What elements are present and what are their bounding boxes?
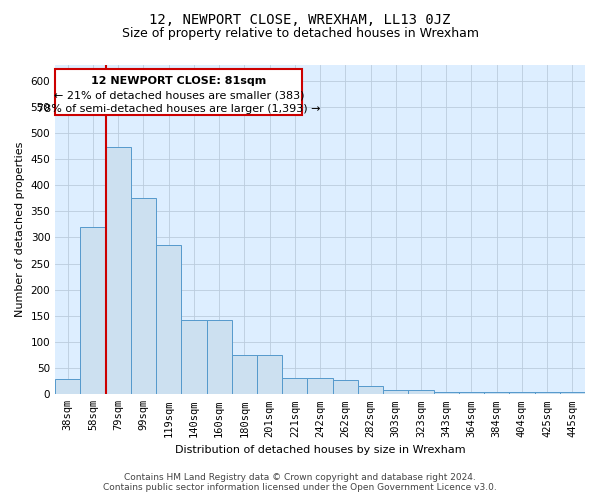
Bar (535, 392, 560, 394)
Bar (358, 386, 383, 394)
Bar (181, 320, 206, 394)
Bar (307, 378, 332, 394)
Bar (560, 392, 585, 394)
Text: 78% of semi-detached houses are larger (1,393) →: 78% of semi-detached houses are larger (… (37, 104, 320, 114)
Bar (55, 69, 302, 114)
Bar (131, 198, 156, 394)
Bar (55, 378, 80, 394)
Bar (484, 392, 509, 394)
Y-axis label: Number of detached properties: Number of detached properties (15, 142, 25, 318)
Bar (106, 147, 131, 394)
Bar (156, 246, 181, 394)
Text: 12, NEWPORT CLOSE, WREXHAM, LL13 0JZ: 12, NEWPORT CLOSE, WREXHAM, LL13 0JZ (149, 12, 451, 26)
Bar (332, 380, 358, 394)
Text: Size of property relative to detached houses in Wrexham: Size of property relative to detached ho… (121, 28, 479, 40)
Text: 12 NEWPORT CLOSE: 81sqm: 12 NEWPORT CLOSE: 81sqm (91, 76, 266, 86)
Text: Contains HM Land Registry data © Crown copyright and database right 2024.
Contai: Contains HM Land Registry data © Crown c… (103, 473, 497, 492)
Bar (459, 392, 484, 394)
Bar (383, 390, 409, 394)
Bar (80, 227, 106, 394)
Text: ← 21% of detached houses are smaller (383): ← 21% of detached houses are smaller (38… (53, 90, 304, 100)
Bar (232, 355, 257, 395)
Bar (409, 390, 434, 394)
X-axis label: Distribution of detached houses by size in Wrexham: Distribution of detached houses by size … (175, 445, 466, 455)
Bar (282, 378, 307, 394)
Bar (257, 355, 282, 395)
Bar (509, 392, 535, 394)
Bar (206, 320, 232, 394)
Bar (434, 392, 459, 394)
